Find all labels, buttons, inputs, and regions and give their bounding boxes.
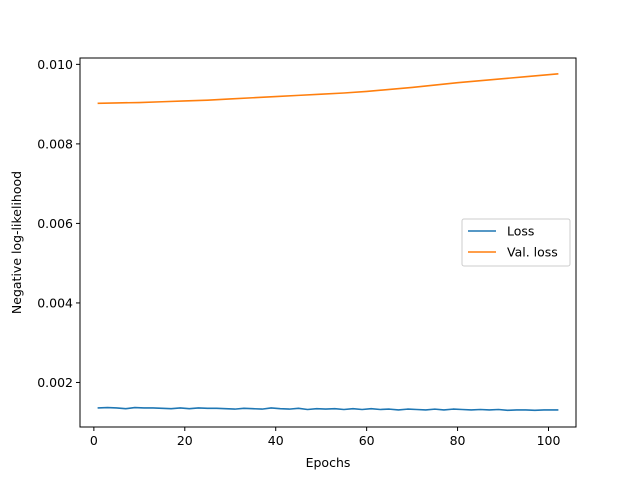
- series-layer: [97, 73, 559, 412]
- legend-label: Val. loss: [507, 245, 558, 260]
- x-tick-label: 60: [359, 433, 375, 448]
- y-axis-label: Negative log-likelihood: [9, 171, 24, 314]
- x-axis-label: Epochs: [306, 455, 351, 470]
- x-tick-label: 40: [268, 433, 284, 448]
- legend: Loss Val. loss: [461, 218, 571, 267]
- series-line-loss: [97, 406, 559, 412]
- y-axis: 0.002 0.004 0.006 0.008 0.010: [37, 57, 80, 390]
- x-tick-label: 20: [177, 433, 193, 448]
- legend-label: Loss: [507, 224, 534, 239]
- y-tick-label: 0.008: [37, 136, 73, 151]
- y-tick-label: 0.006: [37, 216, 73, 231]
- x-axis: 0 20 40 60 80 100: [90, 427, 561, 448]
- y-tick-label: 0.004: [37, 295, 73, 310]
- y-tick-label: 0.010: [37, 57, 73, 72]
- x-tick-label: 0: [90, 433, 98, 448]
- x-tick-label: 100: [537, 433, 561, 448]
- x-tick-label: 80: [450, 433, 466, 448]
- series-line-val-loss: [97, 73, 559, 105]
- axes-frame: [79, 57, 577, 428]
- y-tick-label: 0.002: [37, 375, 73, 390]
